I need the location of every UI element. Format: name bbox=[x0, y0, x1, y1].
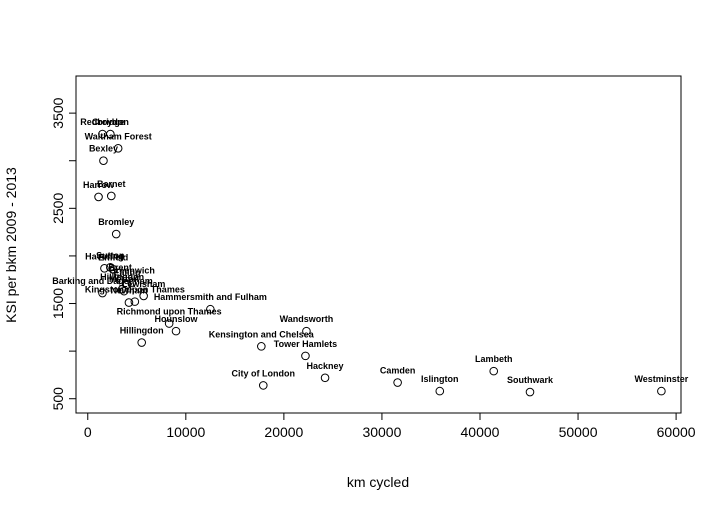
data-point bbox=[98, 288, 107, 298]
data-point bbox=[99, 156, 108, 166]
data-point bbox=[100, 263, 109, 273]
data-point-label: Bexley bbox=[89, 144, 118, 154]
x-tick-label: 60000 bbox=[657, 424, 696, 440]
data-point-label: Croydon bbox=[92, 117, 129, 127]
data-point bbox=[139, 291, 148, 301]
data-point bbox=[106, 129, 115, 139]
data-point-label: Lambeth bbox=[475, 354, 513, 364]
data-point bbox=[106, 191, 116, 201]
x-tick-label: 40000 bbox=[461, 424, 500, 440]
data-point bbox=[435, 386, 445, 396]
y-tick-label: 3500 bbox=[50, 97, 66, 128]
data-point bbox=[171, 326, 181, 336]
data-point-label: Barking and Dagenham bbox=[52, 276, 153, 286]
data-point-label: Hackney bbox=[307, 361, 344, 371]
data-point bbox=[657, 386, 666, 396]
data-point-label: Hammersmith and Fulham bbox=[154, 292, 267, 302]
y-axis-title: KSI per bkm 2009 - 2013 bbox=[3, 167, 19, 323]
data-point-label: Lewisham bbox=[122, 279, 166, 289]
data-point-label: Harrow bbox=[83, 180, 115, 190]
data-point bbox=[127, 278, 137, 287]
data-point-label: Hounslow bbox=[155, 314, 199, 324]
data-point-label: Redbridge bbox=[80, 117, 125, 127]
data-point-label: Hillingdon bbox=[100, 272, 144, 282]
data-point bbox=[111, 229, 121, 239]
x-tick-label: 10000 bbox=[166, 424, 205, 440]
data-point-label: Kensington and Chelsea bbox=[209, 329, 315, 339]
plot-frame bbox=[75, 75, 682, 414]
x-tick-label: 0 bbox=[84, 424, 92, 440]
data-point-label: Tower Hamlets bbox=[274, 339, 337, 349]
data-point-label: Barnet bbox=[97, 179, 126, 189]
data-point-label: Sutton bbox=[96, 250, 125, 260]
x-tick-label: 30000 bbox=[362, 424, 401, 440]
data-point-label: Wandsworth bbox=[280, 314, 334, 324]
data-point-label: Merton bbox=[109, 274, 139, 284]
data-point-label: Bromley bbox=[98, 217, 134, 227]
data-point bbox=[257, 342, 266, 351]
data-point-label: Greenwich bbox=[109, 266, 155, 276]
data-point-label: Havering bbox=[85, 251, 124, 261]
y-tick-label: 1500 bbox=[50, 288, 66, 319]
data-point-label: Islington bbox=[421, 374, 459, 384]
data-point bbox=[258, 381, 268, 390]
data-point-label: Hillingdon bbox=[120, 326, 164, 336]
data-point bbox=[119, 286, 129, 296]
data-point bbox=[489, 366, 499, 376]
data-point bbox=[393, 378, 402, 387]
data-point bbox=[94, 192, 103, 202]
data-point-label: Westminster bbox=[634, 374, 688, 384]
data-point bbox=[108, 264, 118, 274]
data-point-label: Camden bbox=[380, 366, 416, 376]
y-tick-label: 2500 bbox=[50, 193, 66, 224]
data-point bbox=[206, 304, 215, 314]
data-point bbox=[525, 387, 535, 397]
x-tick-label: 20000 bbox=[264, 424, 303, 440]
y-tick-label: 500 bbox=[50, 387, 66, 411]
data-point-label: City of London bbox=[232, 368, 295, 378]
data-point-label: Brent bbox=[108, 263, 132, 273]
data-point bbox=[124, 298, 134, 307]
data-point-label: Ealing bbox=[113, 267, 140, 277]
data-point-label: Enfield bbox=[98, 252, 128, 262]
x-tick-label: 50000 bbox=[559, 424, 598, 440]
data-point bbox=[130, 297, 140, 306]
data-point bbox=[117, 284, 127, 294]
data-point bbox=[320, 373, 330, 383]
data-point-label: Southwark bbox=[507, 375, 554, 385]
data-point-label: Waltham Forest bbox=[85, 131, 152, 141]
data-point bbox=[301, 351, 310, 361]
data-point-label: Richmond upon Thames bbox=[117, 307, 222, 317]
data-point bbox=[115, 275, 125, 285]
data-point-label: Newham bbox=[110, 286, 147, 296]
data-point bbox=[113, 144, 123, 153]
data-point bbox=[302, 326, 311, 336]
x-axis-title: km cycled bbox=[347, 474, 409, 490]
data-point bbox=[137, 338, 146, 347]
data-point bbox=[164, 319, 174, 328]
data-point-label: Kingston upon Thames bbox=[85, 285, 185, 295]
